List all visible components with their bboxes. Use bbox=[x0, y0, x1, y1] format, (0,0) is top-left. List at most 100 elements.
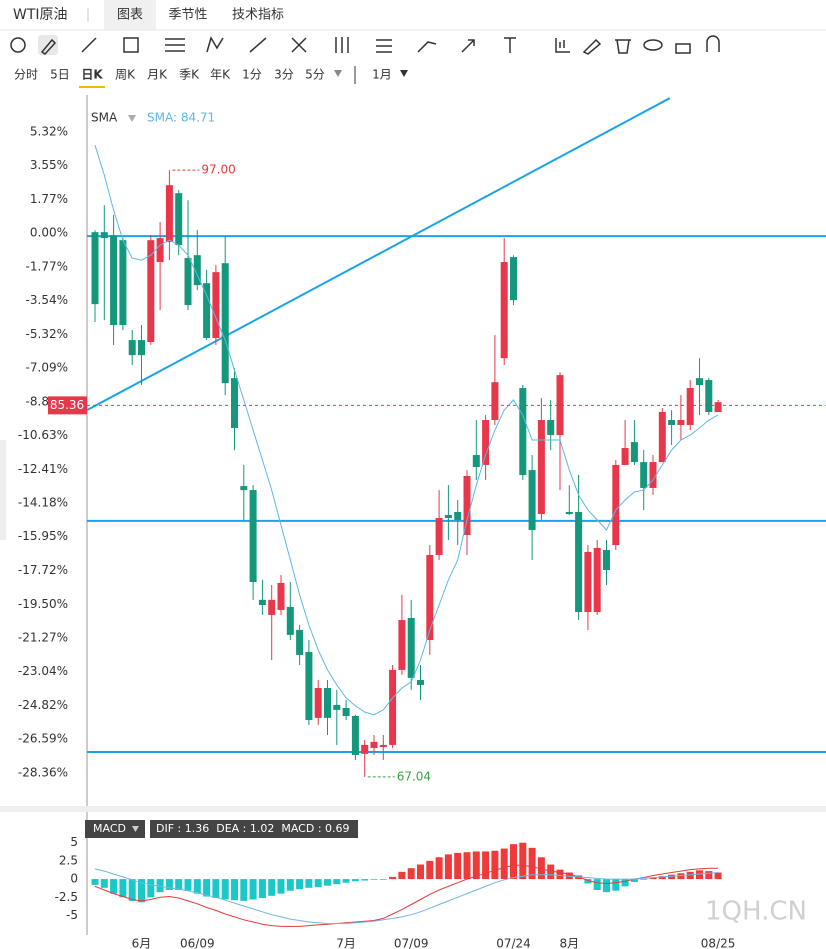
y-tick-label: -15.95% bbox=[18, 529, 68, 543]
y-tick-label: -19.50% bbox=[18, 597, 68, 611]
trend-line bbox=[87, 97, 671, 412]
macd-bar bbox=[286, 879, 294, 891]
tool-icon[interactable] bbox=[675, 43, 691, 54]
candle-body bbox=[100, 232, 108, 239]
tool-icon[interactable] bbox=[582, 38, 602, 55]
macd-selector[interactable] bbox=[85, 820, 145, 838]
candle-body bbox=[119, 240, 127, 326]
candle-body bbox=[240, 486, 248, 491]
period-button[interactable]: 季K bbox=[179, 68, 200, 82]
macd-bar bbox=[463, 852, 471, 880]
macd-bar bbox=[500, 848, 508, 880]
y-tick-label: 1.77% bbox=[30, 192, 68, 206]
macd-bar bbox=[203, 879, 211, 897]
toolbar bbox=[10, 35, 720, 55]
y-tick-label: -23.04% bbox=[18, 664, 68, 678]
candle-body bbox=[203, 283, 211, 338]
candle-body bbox=[286, 606, 294, 635]
dropdown-arrow bbox=[132, 826, 139, 832]
candle-body bbox=[212, 272, 220, 338]
candle-body bbox=[444, 514, 452, 519]
macd-legend-bg bbox=[150, 820, 358, 838]
tool-icon[interactable] bbox=[504, 37, 516, 53]
candle-body bbox=[324, 688, 331, 718]
sma-line bbox=[94, 145, 719, 716]
y-tick-label: 0.00% bbox=[30, 226, 68, 240]
tool-icon[interactable] bbox=[555, 38, 570, 53]
tool-icon[interactable] bbox=[40, 38, 57, 55]
tab[interactable]: 技术指标 bbox=[232, 8, 284, 23]
macd-bar bbox=[537, 857, 545, 880]
period-button[interactable]: 5分 bbox=[305, 68, 325, 82]
macd-bar bbox=[454, 852, 462, 880]
period-button[interactable]: 5日 bbox=[50, 68, 70, 82]
tab[interactable]: 图表 bbox=[117, 8, 143, 23]
macd-bar bbox=[668, 874, 676, 880]
candle-body bbox=[696, 378, 703, 386]
macd-line bbox=[94, 868, 719, 924]
x-tick-label: 7月 bbox=[336, 937, 356, 949]
macd-bar bbox=[547, 864, 555, 880]
macd-bar bbox=[249, 879, 257, 900]
period-button[interactable]: 分时 bbox=[14, 68, 38, 82]
tool-icon[interactable] bbox=[417, 41, 437, 53]
macd-bar bbox=[510, 844, 517, 880]
macd-bar bbox=[119, 879, 127, 898]
candle-body bbox=[268, 599, 276, 615]
period-button[interactable]: 3分 bbox=[274, 68, 294, 82]
macd-bar bbox=[128, 879, 136, 901]
tool-icon[interactable] bbox=[643, 39, 663, 51]
macd-bar bbox=[370, 879, 378, 880]
macd-bar bbox=[156, 879, 164, 893]
tool-icon[interactable] bbox=[123, 37, 139, 53]
y-tick-label: 5.32% bbox=[30, 124, 68, 138]
tool-icon[interactable] bbox=[335, 37, 349, 53]
macd-title: MACD bbox=[93, 822, 126, 835]
legend-arrow bbox=[128, 115, 136, 122]
macd-bar bbox=[686, 871, 694, 880]
tab[interactable]: 季节性 bbox=[168, 8, 207, 23]
pane-divider bbox=[0, 806, 826, 812]
macd-bar bbox=[519, 842, 527, 880]
candle-body bbox=[593, 547, 601, 613]
macd-bar bbox=[696, 870, 703, 880]
last-price-label: 85.36 bbox=[50, 398, 84, 412]
active-underline bbox=[79, 86, 105, 88]
y-tick-label: -5.32% bbox=[26, 327, 68, 341]
candle-body bbox=[454, 511, 462, 520]
last-price-box bbox=[48, 396, 87, 415]
candle-body bbox=[296, 629, 304, 655]
dropdown-arrow bbox=[400, 70, 408, 77]
candle-body bbox=[658, 412, 666, 463]
candle-body bbox=[491, 382, 499, 421]
candle-body bbox=[361, 744, 369, 754]
candle-body bbox=[277, 582, 285, 610]
tool-icon[interactable] bbox=[81, 37, 97, 53]
period-button[interactable]: 1分 bbox=[242, 68, 262, 82]
tool-icon[interactable] bbox=[706, 35, 720, 52]
macd-bar bbox=[231, 879, 238, 901]
tool-icon[interactable] bbox=[615, 39, 631, 54]
period-button[interactable]: 日K bbox=[81, 68, 103, 82]
macd-bar bbox=[444, 854, 452, 880]
macd-bar bbox=[296, 879, 304, 890]
period-button[interactable]: 1月 bbox=[372, 68, 392, 82]
period-button[interactable]: 月K bbox=[147, 68, 168, 82]
tool-icon[interactable] bbox=[376, 39, 392, 53]
candle-body bbox=[193, 255, 201, 286]
candle-body bbox=[351, 715, 359, 755]
candle-body bbox=[565, 511, 573, 515]
period-button[interactable]: 年K bbox=[210, 68, 231, 82]
tool-icon[interactable] bbox=[249, 37, 267, 53]
tool-icon[interactable] bbox=[10, 37, 26, 53]
macd-bar bbox=[277, 879, 285, 894]
tool-icon[interactable] bbox=[165, 38, 185, 52]
candle-body bbox=[510, 257, 517, 301]
macd-y-tick-label: 5 bbox=[70, 835, 78, 849]
tool-icon[interactable] bbox=[461, 39, 475, 53]
tool-icon[interactable] bbox=[206, 36, 224, 53]
period-button[interactable]: 周K bbox=[115, 68, 136, 82]
side-handle[interactable] bbox=[0, 440, 6, 540]
tool-icon[interactable] bbox=[291, 37, 307, 53]
